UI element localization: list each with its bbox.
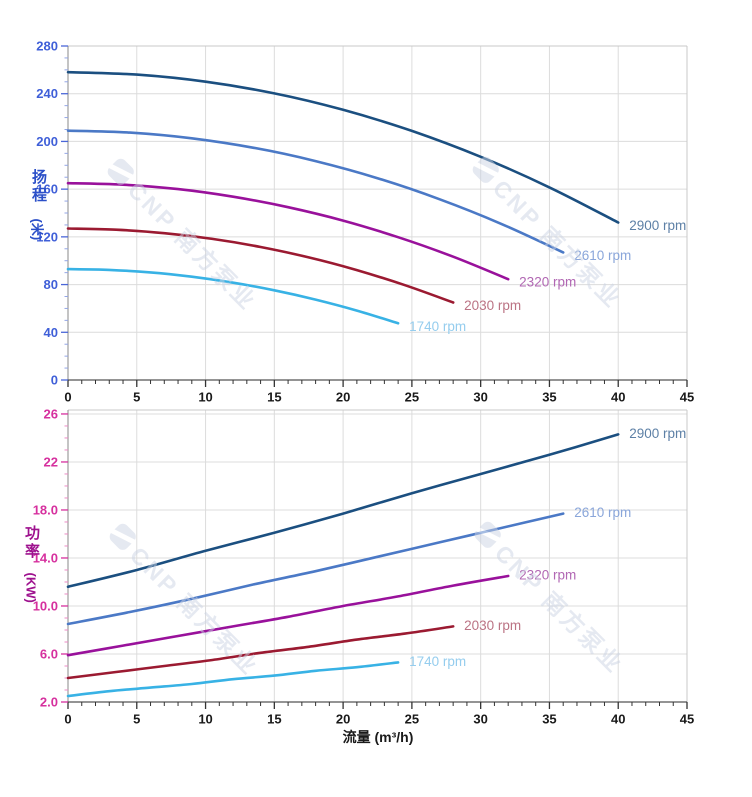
x-tick-label: 35: [542, 390, 556, 405]
curve-2320-rpm: [66, 574, 510, 657]
y-tick-label: 18.0: [33, 502, 58, 517]
y-tick-label: 14.0: [33, 550, 58, 565]
curve-label-2610-rpm: 2610 rpm: [574, 248, 631, 263]
curve-2900-rpm: [66, 70, 620, 224]
x-tick-label: 0: [64, 390, 71, 405]
head-axis-title-text: 扬程: [30, 169, 47, 205]
curve-1740-rpm: [66, 267, 400, 325]
y-tick-label: 200: [36, 134, 58, 149]
y-tick-label: 6.0: [40, 646, 58, 661]
curve-label-2320-rpm: 2320 rpm: [519, 567, 576, 582]
power-axis-unit: (KW): [23, 572, 39, 603]
curve-2900-rpm: [66, 433, 620, 589]
curve-2610-rpm: [66, 129, 565, 254]
head-axis-title: 扬程 (米): [28, 169, 48, 241]
curve-2030-rpm: [66, 227, 455, 304]
x-tick-label: 25: [405, 390, 419, 405]
x-tick-label: 35: [542, 712, 556, 727]
x-tick-label: 5: [133, 712, 140, 727]
y-tick-label: 0: [51, 373, 58, 388]
x-tick-label: 10: [198, 390, 212, 405]
power-axis-title: 功率 (KW): [21, 525, 41, 603]
x-axis-ticks: 0 5 10 15 20 25 30 35 40 45: [64, 702, 694, 727]
curve-label-2320-rpm: 2320 rpm: [519, 275, 576, 290]
curve-label-2900-rpm: 2900 rpm: [629, 218, 686, 233]
y-tick-label: 10.0: [33, 598, 58, 613]
y-axis-ticks: 2.0 6.0 10.0 14.0 18.0 22 26: [33, 406, 68, 710]
x-tick-label: 0: [64, 712, 71, 727]
x-tick-label: 5: [133, 390, 140, 405]
x-tick-label: 45: [680, 712, 694, 727]
flow-axis-title: 流量 (m³/h): [342, 729, 414, 745]
power-axis-title-text: 功率: [23, 525, 40, 561]
y-tick-label: 120: [36, 229, 58, 244]
y-tick-label: 160: [36, 182, 58, 197]
x-tick-label: 15: [267, 390, 281, 405]
curve-label-2900-rpm: 2900 rpm: [629, 426, 686, 441]
x-tick-label: 20: [336, 712, 350, 727]
x-tick-label: 45: [680, 390, 694, 405]
y-tick-label: 80: [44, 277, 58, 292]
curve-2030-rpm: [66, 625, 455, 680]
x-axis-ticks: 0 5 10 15 20 25 30 35 40 45: [64, 380, 694, 405]
x-tick-label: 20: [336, 390, 350, 405]
y-tick-label: 40: [44, 325, 58, 340]
x-tick-label: 15: [267, 712, 281, 727]
curve-label-2610-rpm: 2610 rpm: [574, 505, 631, 520]
x-tick-label: 40: [611, 712, 625, 727]
x-tick-label: 30: [473, 712, 487, 727]
y-tick-label: 280: [36, 39, 58, 54]
x-tick-label: 30: [473, 390, 487, 405]
x-tick-label: 25: [405, 712, 419, 727]
chart-head: 0 5 10 15 20 25 30 35 40 45 0 40 80 120 160 200 240 280 29…: [36, 39, 694, 405]
y-tick-label: 2.0: [40, 695, 58, 710]
chart-power: 0 5 10 15 20 25 30 35 40 45 2.0 6.0 10.0 14.0 18.0 22 26…: [33, 406, 695, 726]
gridlines: [68, 410, 687, 702]
y-tick-label: 240: [36, 86, 58, 101]
curve-label-2030-rpm: 2030 rpm: [464, 618, 521, 633]
curve-label-1740-rpm: 1740 rpm: [409, 654, 466, 669]
x-tick-label: 40: [611, 390, 625, 405]
curve-label-2030-rpm: 2030 rpm: [464, 298, 521, 313]
curve-2320-rpm: [66, 181, 510, 281]
x-tick-label: 10: [198, 712, 212, 727]
curve-1740-rpm: [66, 661, 400, 698]
head-axis-unit: (米): [29, 218, 45, 241]
curve-label-1740-rpm: 1740 rpm: [409, 319, 466, 334]
y-tick-label: 26: [44, 406, 58, 421]
y-tick-label: 22: [44, 454, 58, 469]
y-axis-ticks: 0 40 80 120 160 200 240 280: [36, 39, 68, 388]
